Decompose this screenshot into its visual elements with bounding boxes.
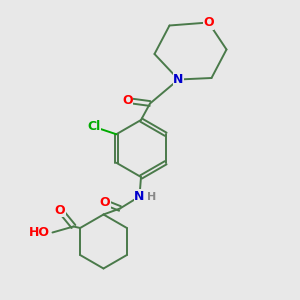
Text: N: N [134, 190, 145, 203]
Text: O: O [203, 16, 214, 29]
Text: N: N [173, 73, 184, 86]
Text: O: O [55, 203, 65, 217]
Text: O: O [100, 196, 110, 209]
Text: O: O [122, 94, 133, 107]
Text: H: H [147, 191, 156, 202]
Text: Cl: Cl [87, 120, 101, 133]
Text: HO: HO [28, 226, 50, 239]
